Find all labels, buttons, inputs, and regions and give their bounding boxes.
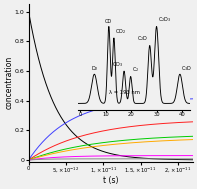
X-axis label: t (s): t (s)	[103, 176, 118, 185]
Y-axis label: concentration: concentration	[4, 56, 13, 109]
